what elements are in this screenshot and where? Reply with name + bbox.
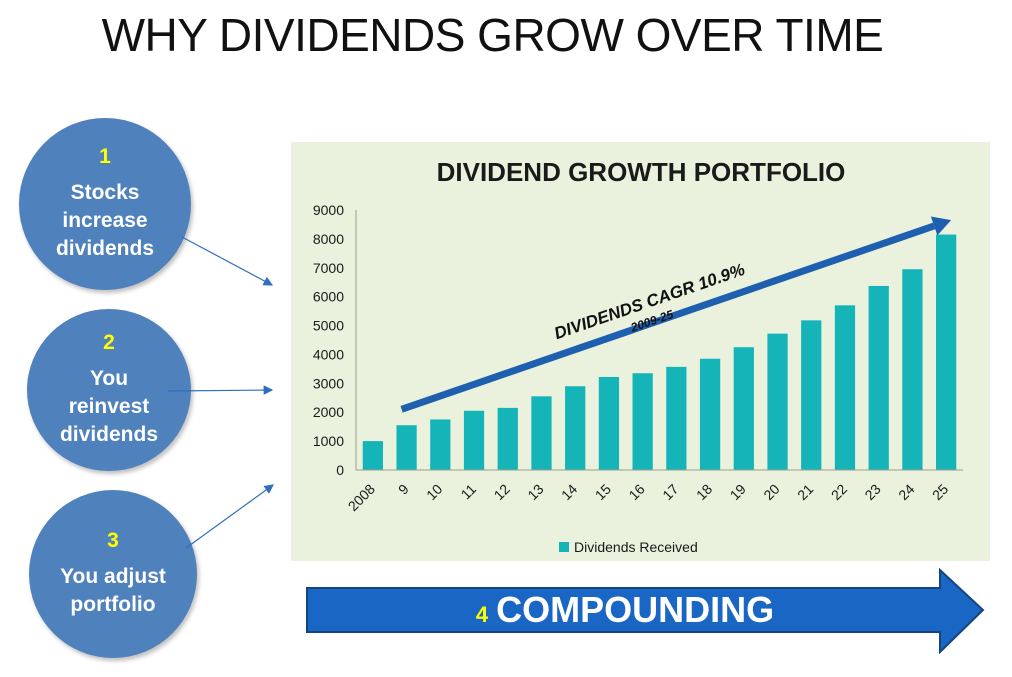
y-tick-label: 3000 <box>313 375 344 391</box>
bar-13 <box>531 396 552 470</box>
chart-title: DIVIDEND GROWTH PORTFOLIO <box>437 157 846 187</box>
bar-23 <box>868 285 889 470</box>
compounding-banner: 4 COMPOUNDING <box>305 585 945 635</box>
bar-14 <box>565 386 586 470</box>
step-circle-1: 1 Stocks increase dividends <box>19 118 191 290</box>
banner-number: 4 <box>475 602 489 627</box>
bar-21 <box>801 320 822 470</box>
bar-20 <box>767 333 788 470</box>
connector-arrow-1 <box>181 236 274 286</box>
chart-panel: DIVIDEND GROWTH PORTFOLIO 0 1000 2000 3000 4… <box>291 142 990 561</box>
bar-17 <box>666 366 687 470</box>
cagr-trend-line <box>400 222 936 413</box>
slide-title: WHY DIVIDENDS GROW OVER TIME <box>101 9 884 61</box>
cagr-trend-arrowhead <box>930 216 952 236</box>
x-tick-label: 2008 <box>345 481 378 514</box>
x-tick-label: 13 <box>524 481 546 503</box>
step-number-2: 2 <box>103 331 115 354</box>
y-tick-label: 6000 <box>313 289 344 305</box>
step-number-1: 1 <box>99 145 111 168</box>
step-text-2: You reinvest dividends <box>59 367 159 446</box>
x-tick-label: 17 <box>659 481 681 503</box>
x-tick-label: 24 <box>895 481 917 503</box>
bar-19 <box>733 347 754 470</box>
y-tick-label: 9000 <box>313 202 344 218</box>
y-tick-label: 2000 <box>313 404 344 420</box>
step-circle-3: 3 You adjust portfolio <box>29 490 197 658</box>
step-text-1: Stocks increase dividends <box>55 181 155 260</box>
bar-24 <box>902 269 923 470</box>
bar-2008 <box>362 441 383 470</box>
x-tick-label: 21 <box>794 481 816 503</box>
step-circle-2: 2 You reinvest dividends <box>27 309 191 471</box>
x-tick-label: 20 <box>760 481 782 503</box>
y-tick-label: 0 <box>336 462 344 478</box>
y-tick-label: 5000 <box>313 318 344 334</box>
x-tick-label: 18 <box>693 481 715 503</box>
x-tick-label: 16 <box>625 481 647 503</box>
x-tick-label: 14 <box>558 481 580 503</box>
bar-12 <box>497 407 518 470</box>
x-tick-label: 9 <box>395 481 412 498</box>
x-tick-label: 22 <box>828 481 850 503</box>
bar-10 <box>430 419 451 470</box>
bar-9 <box>396 425 417 470</box>
bar-11 <box>463 410 485 470</box>
y-tick-label: 4000 <box>313 346 344 362</box>
bar-22 <box>834 305 856 470</box>
x-tick-label: 15 <box>592 481 614 503</box>
dividend-chart: DIVIDEND GROWTH PORTFOLIO 0 1000 2000 3000 4… <box>313 157 963 555</box>
x-tick-label: 12 <box>491 481 513 503</box>
compounding-banner-arrow <box>306 568 985 654</box>
step-number-3: 3 <box>107 529 119 552</box>
y-tick-label: 7000 <box>313 260 344 276</box>
x-tick-label: 25 <box>929 481 951 503</box>
bar-15 <box>598 376 620 470</box>
bar-25 <box>936 234 957 470</box>
step-text-3: You adjust portfolio <box>60 565 166 616</box>
legend-label: Dividends Received <box>574 539 698 555</box>
connector-arrow-3 <box>185 484 274 549</box>
bar-18 <box>699 358 721 470</box>
x-tick-label: 23 <box>861 481 883 503</box>
y-tick-label: 1000 <box>313 433 344 449</box>
bar-16 <box>632 373 653 470</box>
x-tick-label: 11 <box>458 481 480 503</box>
legend-swatch <box>559 542 569 552</box>
x-tick-label: 10 <box>423 481 445 503</box>
x-tick-label: 19 <box>727 481 749 503</box>
y-tick-label: 8000 <box>313 231 344 247</box>
banner-label: COMPOUNDING <box>496 589 775 630</box>
